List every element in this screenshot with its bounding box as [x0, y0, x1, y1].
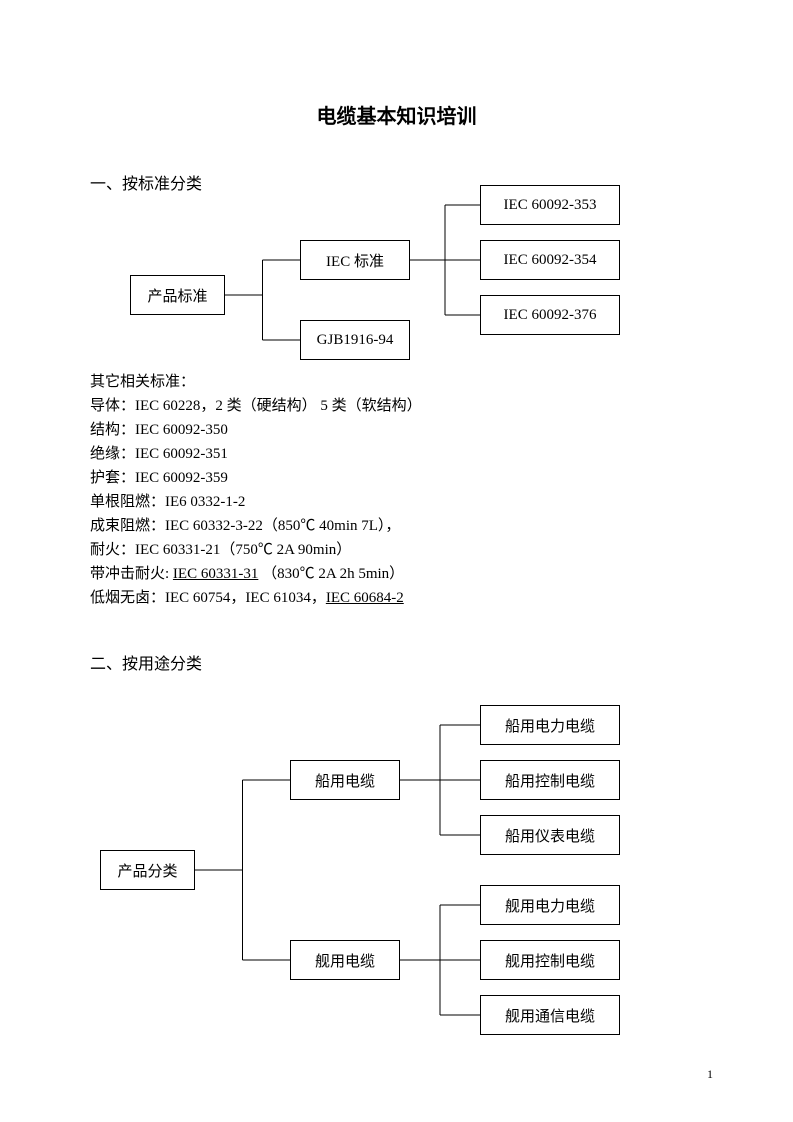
page-number: 1 — [707, 1067, 713, 1082]
section2-connectors — [0, 0, 793, 1100]
